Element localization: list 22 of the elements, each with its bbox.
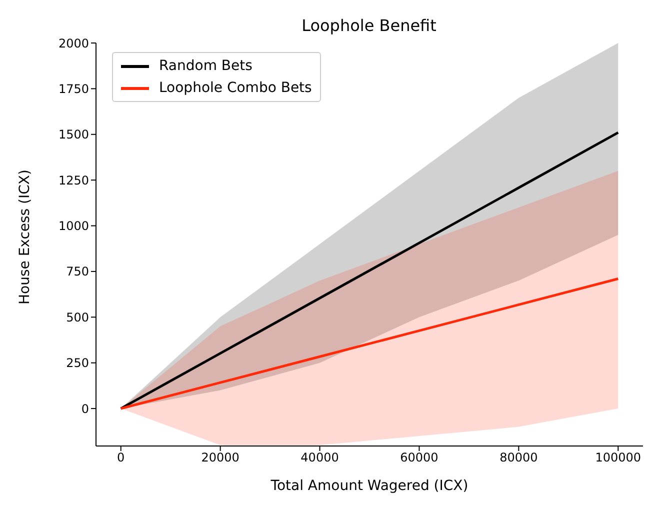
x-tick-label: 20000 bbox=[201, 450, 240, 465]
y-tick-label: 1000 bbox=[58, 219, 89, 234]
x-tick-label: 100000 bbox=[595, 450, 642, 465]
x-tick-label: 60000 bbox=[400, 450, 438, 465]
legend-label: Loophole Combo Bets bbox=[159, 79, 312, 98]
y-axis-title: House Excess (ICX) bbox=[16, 170, 33, 304]
y-tick-label: 500 bbox=[66, 310, 89, 324]
x-tick-label: 0 bbox=[117, 450, 125, 465]
y-tick-label: 0 bbox=[81, 402, 89, 416]
y-tick-label: 1750 bbox=[58, 82, 89, 96]
x-tick-label: 40000 bbox=[300, 450, 339, 465]
line-series bbox=[120, 131, 620, 410]
legend-label: Random Bets bbox=[159, 57, 252, 76]
y-tick-label: 1500 bbox=[58, 128, 89, 142]
y-tick-label: 2000 bbox=[58, 36, 89, 50]
y-tick-label: 750 bbox=[66, 264, 89, 279]
chart-title: Loophole Benefit bbox=[300, 16, 438, 35]
y-tick-label: 1250 bbox=[58, 173, 89, 188]
line-series bbox=[120, 278, 620, 410]
y-tick-label: 250 bbox=[66, 356, 89, 370]
x-axis-title: Total Amount Wagered (ICX) bbox=[270, 478, 468, 494]
x-tick-label: 80000 bbox=[500, 450, 538, 465]
